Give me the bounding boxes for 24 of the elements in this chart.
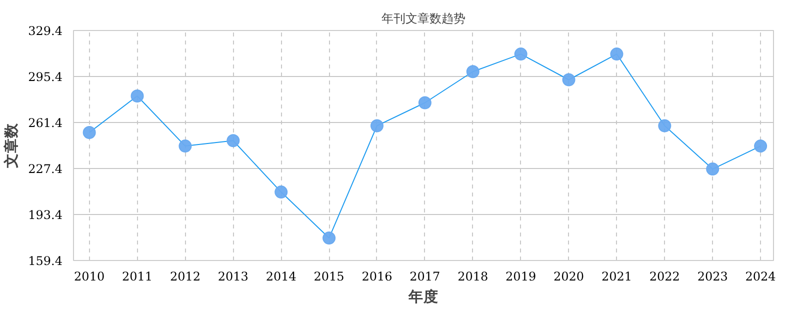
x-tick-label: 2011 xyxy=(122,270,153,284)
x-tick-label: 2016 xyxy=(362,270,392,284)
chart-title: 年刊文章数趋势 xyxy=(382,12,466,26)
x-tick-label: 2013 xyxy=(218,270,248,284)
x-tick-label: 2015 xyxy=(314,270,344,284)
x-tick-label: 2010 xyxy=(74,270,105,284)
x-tick-label: 2022 xyxy=(649,270,680,284)
x-tick-label: 2021 xyxy=(601,270,632,284)
x-tick-label: 2014 xyxy=(266,270,297,284)
x-tick-label: 2019 xyxy=(506,270,536,284)
y-tick-label: 227.4 xyxy=(28,162,63,176)
y-tick-label: 329.4 xyxy=(28,24,63,38)
y-tick-label: 193.4 xyxy=(28,208,63,222)
y-tick-label: 159.4 xyxy=(28,254,63,268)
y-axis-title: 文章数 xyxy=(2,122,20,169)
x-tick-label: 2017 xyxy=(410,270,440,284)
x-tick-label: 2020 xyxy=(554,270,584,284)
x-tick-label: 2024 xyxy=(745,270,776,284)
x-tick-label: 2012 xyxy=(170,270,200,284)
y-tick-label: 295.4 xyxy=(28,70,63,84)
x-tick-label: 2018 xyxy=(458,270,488,284)
y-tick-label: 261.4 xyxy=(28,116,63,130)
x-axis-title: 年度 xyxy=(408,288,438,306)
x-tick-label: 2023 xyxy=(697,270,728,284)
